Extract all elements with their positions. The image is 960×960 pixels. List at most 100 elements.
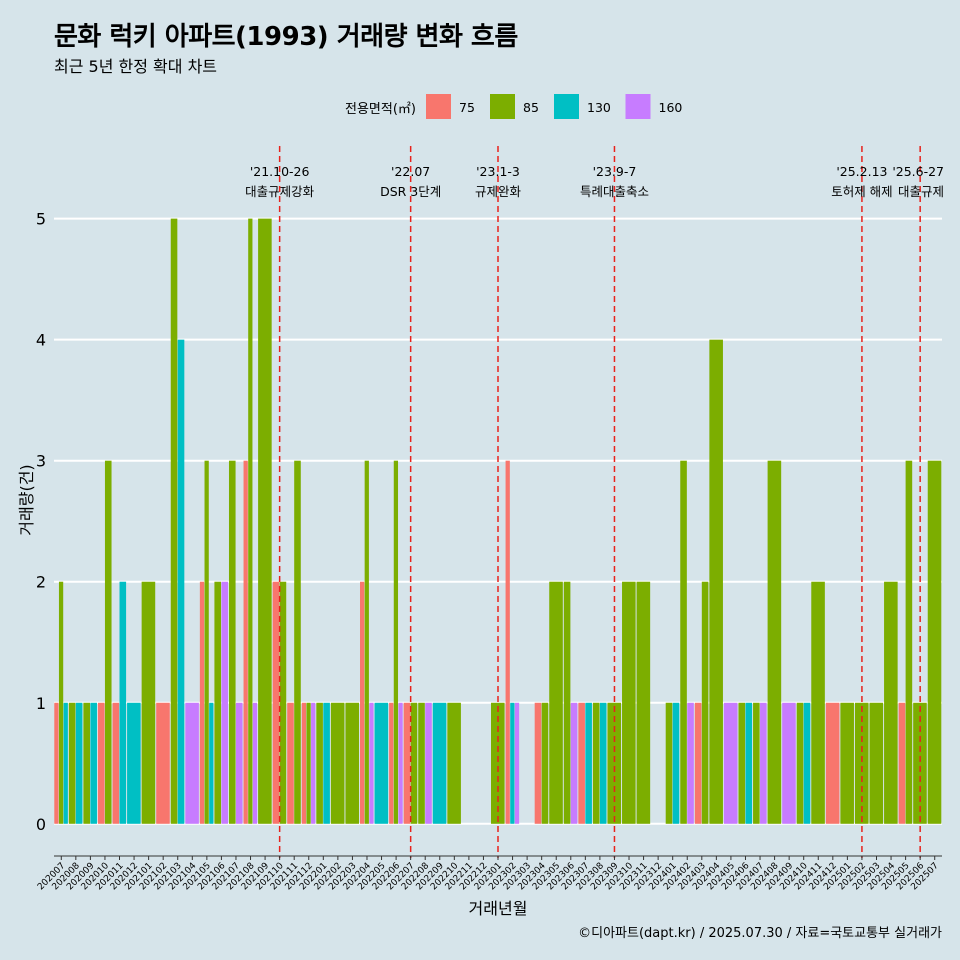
bar-202306-85 [563, 581, 571, 824]
bar-202007-130 [63, 702, 68, 824]
bar-202105-130 [209, 702, 214, 824]
bar-202304-85 [541, 702, 549, 824]
bar-202412-75 [825, 702, 840, 824]
bar-202301-85 [491, 702, 505, 824]
event-name-label: 특례대출축소 [580, 184, 649, 199]
event-date-label: '25.6-27 [892, 164, 944, 179]
bar-202112-75 [301, 702, 307, 824]
bar-202109-85 [258, 218, 272, 824]
bar-202304-75 [534, 702, 542, 824]
y-tick-label: 3 [36, 452, 46, 471]
y-tick-label: 2 [36, 573, 46, 592]
bar-202403-85 [701, 581, 709, 824]
legend-swatch-130 [554, 94, 579, 119]
bar-202307-75 [578, 702, 585, 824]
bar-202311-85 [636, 581, 651, 824]
event-date-label: '21.10-26 [250, 164, 310, 179]
event-date-label: '25.2.13 [836, 164, 887, 179]
bar-202010-75 [97, 702, 105, 824]
bar-202105-85 [204, 460, 209, 824]
bar-202406-130 [745, 702, 753, 824]
bar-202403-75 [694, 702, 702, 824]
bar-202206-85 [393, 460, 399, 824]
bar-202309-85 [607, 702, 622, 824]
bar-202107-160 [235, 702, 243, 824]
legend-swatch-160 [625, 94, 651, 119]
event-name-label: 토허제 해제 [831, 184, 892, 199]
bar-202112-160 [311, 702, 316, 824]
bar-202206-160 [398, 702, 403, 824]
bar-202101-85 [141, 581, 156, 824]
event-date-label: '23.9-7 [593, 164, 637, 179]
legend-swatch-85 [490, 94, 515, 119]
legend-label-85: 85 [523, 100, 539, 115]
bar-202504-85 [884, 581, 898, 824]
bar-202503-85 [869, 702, 884, 824]
bar-202012-130 [127, 702, 141, 824]
bar-202310-85 [622, 581, 636, 824]
bar-202103-130 [177, 339, 185, 824]
bar-202302-75 [505, 460, 510, 824]
bar-202201-85 [316, 702, 323, 824]
legend-title: 전용면적(㎡) [345, 102, 416, 117]
bar-202506-85 [913, 702, 927, 824]
bar-202401-85 [665, 702, 673, 824]
bar-202402-160 [687, 702, 694, 824]
bar-202501-85 [840, 702, 854, 824]
bar-202106-160 [221, 581, 228, 824]
bar-202407-160 [760, 702, 767, 824]
chart-title: 문화 럭키 아파트(1993) 거래량 변화 흐름 [54, 22, 518, 52]
bar-202505-75 [898, 702, 906, 824]
bar-202305-85 [549, 581, 563, 824]
y-tick-label: 5 [36, 210, 46, 229]
bar-202208-160 [425, 702, 432, 824]
bar-202110-85 [279, 581, 287, 824]
bar-202302-160 [514, 702, 520, 824]
bar-202103-85 [170, 218, 178, 824]
bar-202106-85 [214, 581, 222, 824]
bar-202401-130 [672, 702, 680, 824]
bar-202411-85 [811, 581, 825, 824]
bar-202110-75 [272, 581, 280, 824]
event-name-label: DSR 3단계 [380, 184, 441, 199]
bar-202009-85 [83, 702, 90, 824]
legend-label-75: 75 [459, 100, 475, 115]
bar-202410-85 [796, 702, 804, 824]
y-axis: 0 1 2 3 4 5 [36, 210, 46, 834]
event-name-label: 대출규제 [898, 184, 944, 199]
y-axis-label: 거래량(건) [17, 464, 36, 535]
legend-label-130: 130 [587, 100, 611, 115]
bar-202505-85 [905, 460, 913, 824]
bar-202204-85 [364, 460, 369, 824]
bar-202408-85 [767, 460, 782, 824]
y-tick-label: 0 [36, 815, 46, 834]
bar-202111-85 [294, 460, 301, 824]
bar-202011-75 [112, 702, 120, 824]
x-axis-label: 거래년월 [469, 899, 528, 918]
bar-202009-130 [90, 702, 97, 824]
bar-202406-85 [738, 702, 746, 824]
bar-202008-130 [75, 702, 83, 824]
legend-swatch-75 [426, 94, 451, 119]
y-tick-label: 4 [36, 331, 46, 350]
legend-label-160: 160 [659, 100, 683, 115]
bar-202102-75 [156, 702, 170, 824]
bar-202112-85 [306, 702, 311, 824]
bar-202306-160 [570, 702, 578, 824]
bar-202105-75 [199, 581, 205, 824]
bar-202410-130 [803, 702, 811, 824]
bar-202404-85 [709, 339, 723, 824]
bar-202204-75 [359, 581, 365, 824]
bar-202201-130 [323, 702, 330, 824]
bar-202209-130 [432, 702, 447, 824]
bar-202104-160 [185, 702, 199, 824]
bar-202207-85 [410, 702, 418, 824]
bar-202108-160 [252, 702, 258, 824]
bar-202502-85 [854, 702, 869, 824]
bar-202007-85 [58, 581, 64, 824]
event-date-label: '23.1-3 [476, 164, 520, 179]
bar-202011-130 [119, 581, 127, 824]
bar-202204-160 [369, 702, 374, 824]
bar-202107-85 [228, 460, 236, 824]
